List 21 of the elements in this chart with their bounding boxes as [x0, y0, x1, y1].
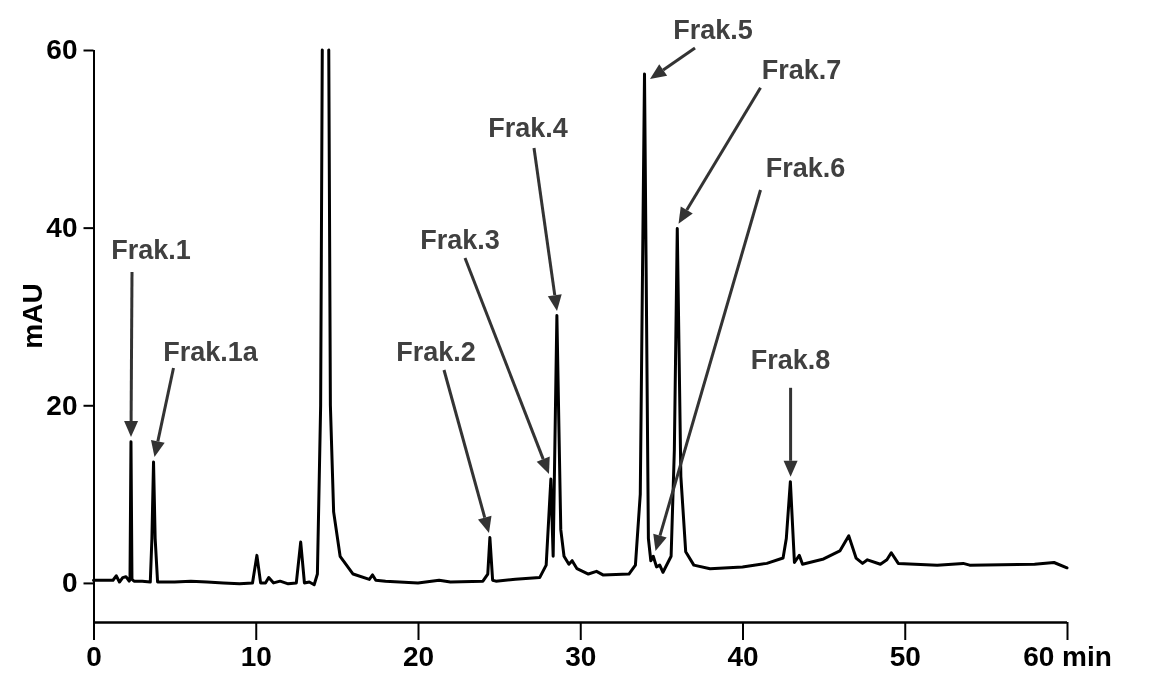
annotation: Frak.8	[750, 344, 831, 375]
x-tick-label: 40	[727, 640, 759, 672]
annotation: Frak.1a	[163, 337, 259, 367]
annotation: Frak.6	[765, 153, 846, 183]
text: Frak.5	[673, 15, 753, 45]
annotation: Frak.7	[761, 54, 842, 85]
x-tick-label: 30	[565, 640, 597, 672]
annotation: Frak.1	[111, 235, 191, 265]
x-tick-label: 20	[402, 640, 435, 672]
x-tick-label: 10	[240, 640, 272, 672]
y-tick-label: 60	[46, 34, 78, 66]
y-axis-title: mAU	[17, 283, 48, 349]
annotation: Frak.3	[420, 225, 500, 255]
annotation: Frak.2	[396, 337, 476, 367]
x-tick-label: 50	[889, 640, 921, 672]
x-tick-label: 0	[86, 640, 102, 672]
annotation: Frak.4	[488, 113, 568, 143]
y-tick-label: 20	[46, 389, 78, 421]
x-tick-label: 60 min	[1023, 640, 1112, 672]
y-tick-label: 40	[46, 212, 78, 244]
y-tick-label: 0	[61, 567, 78, 599]
